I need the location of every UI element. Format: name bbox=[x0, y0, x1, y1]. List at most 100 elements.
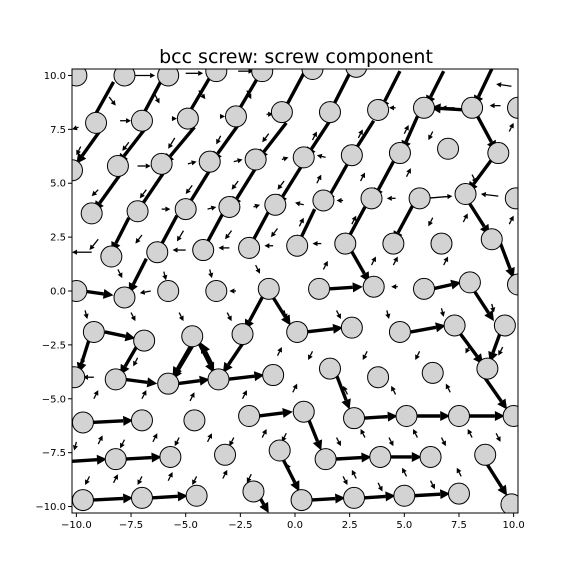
arrow-shaft bbox=[197, 341, 212, 365]
arrow-shaft bbox=[248, 473, 252, 479]
arrow-shaft bbox=[94, 189, 99, 194]
displacement-arrow bbox=[220, 113, 226, 120]
arrow-head bbox=[264, 243, 270, 249]
atom-marker bbox=[340, 316, 363, 339]
atom-marker bbox=[268, 439, 291, 462]
arrow-head bbox=[495, 436, 501, 442]
displacement-arrow bbox=[216, 135, 222, 145]
displacement-arrow bbox=[508, 215, 514, 225]
arrow-head bbox=[413, 428, 418, 435]
atom-marker bbox=[181, 325, 204, 348]
arrow-head bbox=[176, 235, 182, 242]
displacement-arrow bbox=[276, 347, 282, 356]
displacement-arrow bbox=[351, 469, 357, 479]
arrow-shaft bbox=[447, 387, 451, 393]
displacement-arrow bbox=[445, 383, 451, 393]
displacement-arrow bbox=[189, 392, 195, 402]
arrow-shaft bbox=[241, 394, 246, 400]
displacement-arrow bbox=[271, 296, 291, 326]
arrow-shaft bbox=[299, 208, 317, 238]
arrow-head bbox=[316, 153, 323, 159]
arrow-shaft bbox=[364, 351, 368, 356]
displacement-arrow bbox=[292, 383, 298, 393]
atom-marker bbox=[231, 323, 254, 346]
displacement-arrow bbox=[496, 82, 512, 88]
arrow-shaft bbox=[170, 137, 176, 145]
displacement-arrow bbox=[306, 417, 323, 451]
atom-marker bbox=[174, 198, 197, 221]
displacement-arrow bbox=[316, 174, 322, 184]
x-tick-label: 10.0 bbox=[502, 520, 524, 531]
arrow-head bbox=[151, 452, 162, 463]
atom-marker bbox=[343, 486, 366, 509]
arrow-head bbox=[277, 347, 282, 353]
displacement-arrow bbox=[312, 240, 322, 247]
arrow-head bbox=[133, 360, 138, 367]
displacement-arrow bbox=[130, 312, 136, 322]
arrow-head bbox=[430, 103, 441, 114]
atom-marker bbox=[430, 232, 453, 255]
atom-marker bbox=[301, 69, 324, 80]
arrow-head bbox=[126, 118, 132, 124]
displacement-arrow bbox=[441, 105, 455, 111]
displacement-arrow bbox=[413, 428, 419, 438]
arrow-shaft bbox=[377, 482, 381, 488]
displacement-arrow bbox=[162, 271, 168, 281]
arrow-head bbox=[150, 72, 156, 79]
atom-marker bbox=[85, 111, 108, 134]
arrow-shaft bbox=[281, 165, 304, 198]
arrow-shaft bbox=[231, 437, 235, 443]
arrow-head bbox=[439, 489, 451, 500]
arrow-shaft bbox=[82, 355, 86, 361]
arrow-shaft bbox=[334, 374, 348, 401]
displacement-arrow bbox=[226, 312, 232, 322]
atom-marker bbox=[393, 484, 416, 507]
displacement-arrow bbox=[253, 203, 261, 209]
displacement-arrow bbox=[120, 439, 126, 449]
arrow-shaft bbox=[168, 126, 196, 158]
arrow-head bbox=[205, 361, 215, 373]
arrow-shaft bbox=[97, 439, 101, 445]
displacement-arrow bbox=[457, 330, 484, 365]
displacement-arrow bbox=[410, 322, 446, 334]
arrow-shaft bbox=[491, 331, 503, 354]
arrow-shaft bbox=[114, 216, 131, 245]
arrow-shaft bbox=[141, 171, 166, 204]
arrow-shaft bbox=[233, 160, 238, 163]
arrow-head bbox=[360, 172, 366, 179]
atom-marker bbox=[205, 280, 228, 302]
displacement-arrow bbox=[329, 282, 363, 293]
atom-marker bbox=[238, 236, 261, 259]
displacement-arrow bbox=[137, 163, 151, 169]
arrow-shaft bbox=[142, 189, 147, 195]
arrow-shaft bbox=[472, 290, 490, 314]
atom-marker bbox=[340, 144, 363, 167]
displacement-arrow bbox=[122, 141, 130, 151]
displacement-arrow bbox=[76, 146, 82, 156]
arrow-shaft bbox=[283, 310, 286, 315]
arrow-shaft bbox=[322, 264, 327, 270]
atom-marker bbox=[447, 482, 470, 505]
arrow-shaft bbox=[98, 173, 122, 205]
arrow-shaft bbox=[412, 492, 441, 498]
arrow-shaft bbox=[78, 146, 82, 152]
arrow-shaft bbox=[508, 219, 512, 225]
arrow-head bbox=[254, 203, 261, 209]
arrow-shaft bbox=[91, 496, 124, 502]
arrow-shaft bbox=[262, 121, 288, 153]
atom-marker bbox=[367, 366, 390, 389]
displacement-arrow bbox=[415, 411, 451, 422]
arrow-shaft bbox=[440, 437, 445, 443]
arrow-shaft bbox=[121, 439, 126, 445]
atom-marker bbox=[264, 193, 287, 216]
arrow-shaft bbox=[429, 480, 434, 486]
displacement-arrow bbox=[508, 122, 514, 132]
arrow-shaft bbox=[485, 193, 499, 197]
arrow-shaft bbox=[206, 437, 211, 443]
arrow-shaft bbox=[163, 271, 166, 276]
arrow-head bbox=[336, 440, 341, 447]
arrow-shaft bbox=[404, 115, 419, 143]
displacement-arrow bbox=[222, 469, 228, 479]
arrow-shaft bbox=[154, 94, 158, 100]
